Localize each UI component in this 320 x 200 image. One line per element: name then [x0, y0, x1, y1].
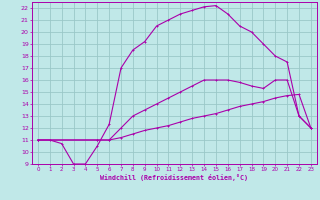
X-axis label: Windchill (Refroidissement éolien,°C): Windchill (Refroidissement éolien,°C) [100, 174, 248, 181]
